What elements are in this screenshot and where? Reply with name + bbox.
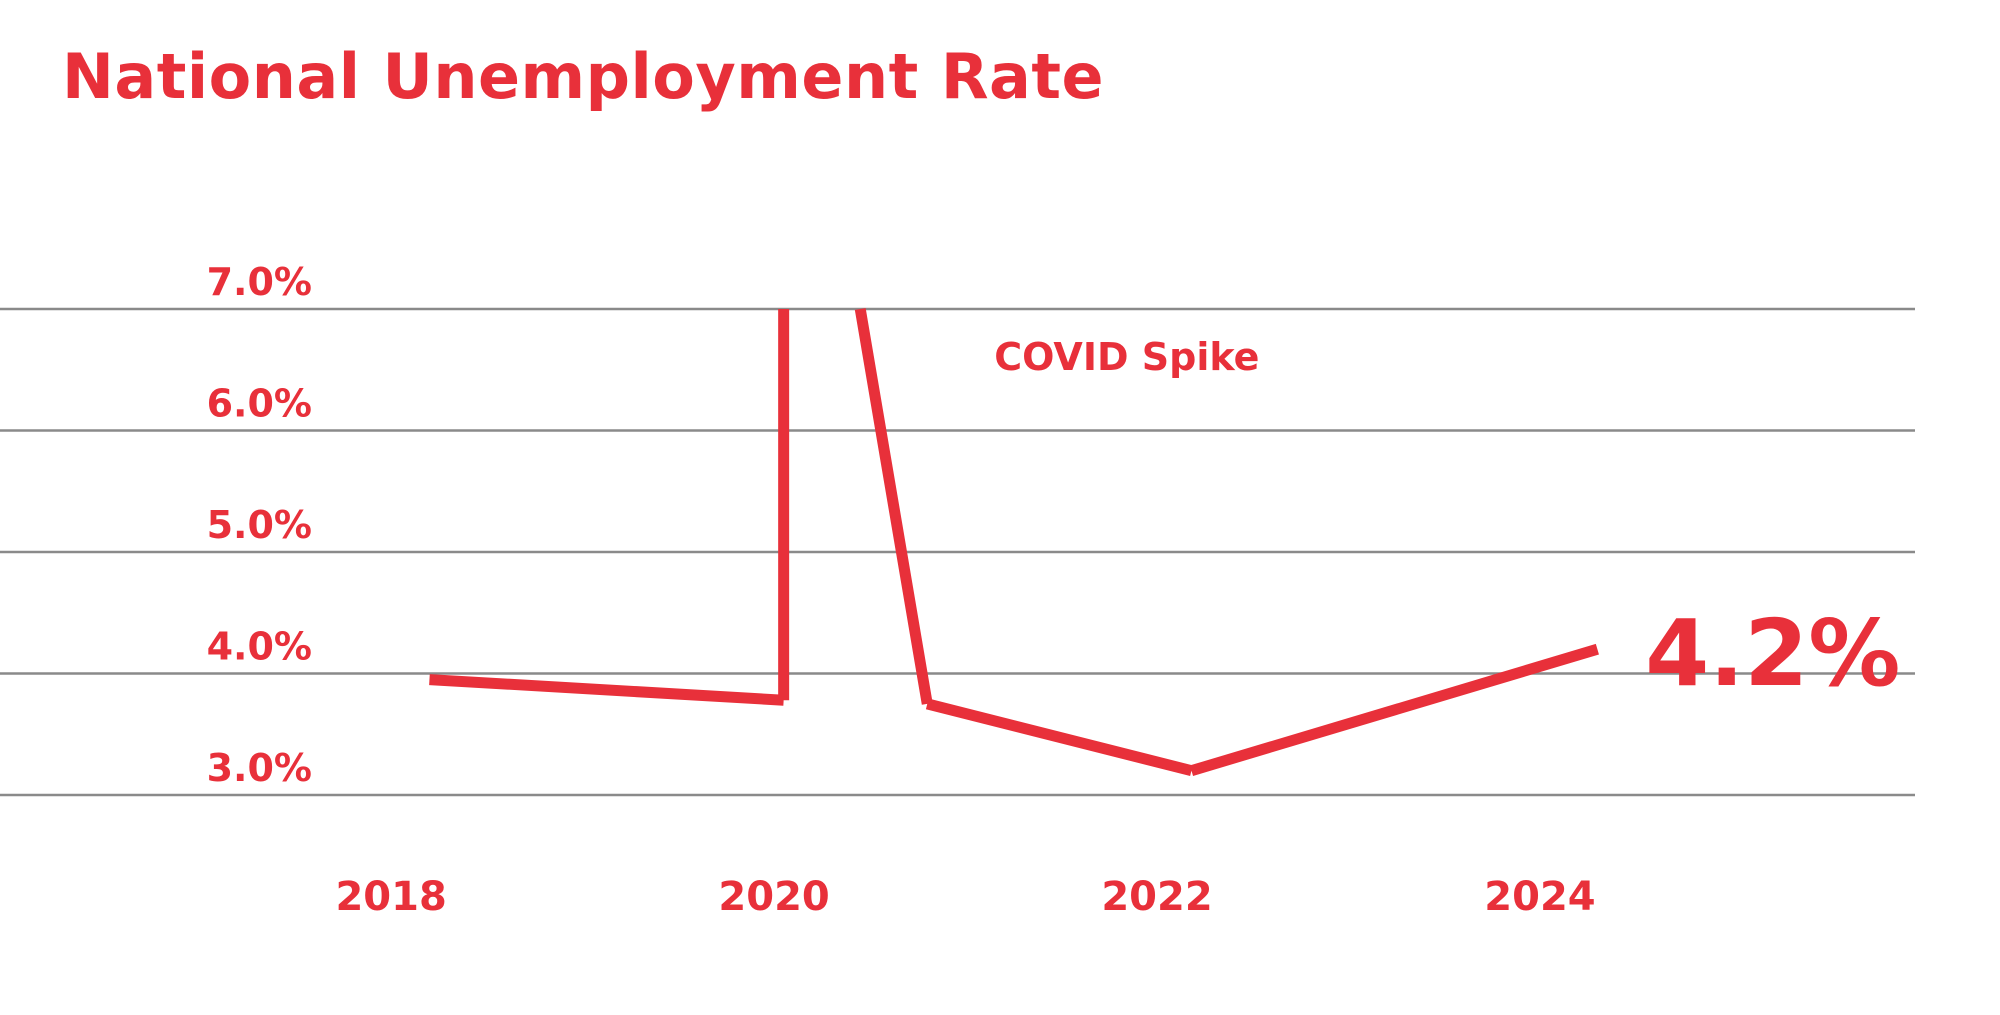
x-tick-label: 2018 [335,874,446,920]
series-line-segment [429,674,784,706]
x-tick-label: 2022 [1101,874,1212,920]
y-tick-label: 3.0% [207,746,312,790]
series-line-segment [925,698,1193,777]
x-tick-label: 2024 [1484,874,1595,920]
y-tick-label: 7.0% [207,260,312,304]
series-line-segment [854,308,933,705]
y-tick-label: 4.0% [207,625,312,669]
annotation-label: COVID Spike [994,335,1259,379]
y-tick-label: 6.0% [207,382,312,426]
series-line-segment [1189,643,1599,776]
current-value-label: 4.2% [1645,600,1900,707]
chart-title: National Unemployment Rate [62,40,1105,113]
y-tick-label: 5.0% [207,503,312,547]
x-tick-label: 2020 [718,874,829,920]
